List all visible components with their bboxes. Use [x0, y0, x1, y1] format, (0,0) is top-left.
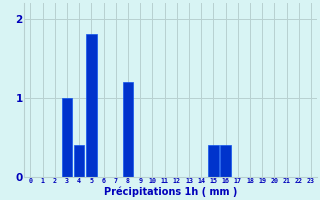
Bar [86, 34, 97, 177]
Bar [74, 145, 84, 177]
X-axis label: Précipitations 1h ( mm ): Précipitations 1h ( mm ) [104, 187, 237, 197]
Bar [62, 98, 72, 177]
Bar [208, 145, 219, 177]
Bar [123, 82, 133, 177]
Bar [220, 145, 231, 177]
